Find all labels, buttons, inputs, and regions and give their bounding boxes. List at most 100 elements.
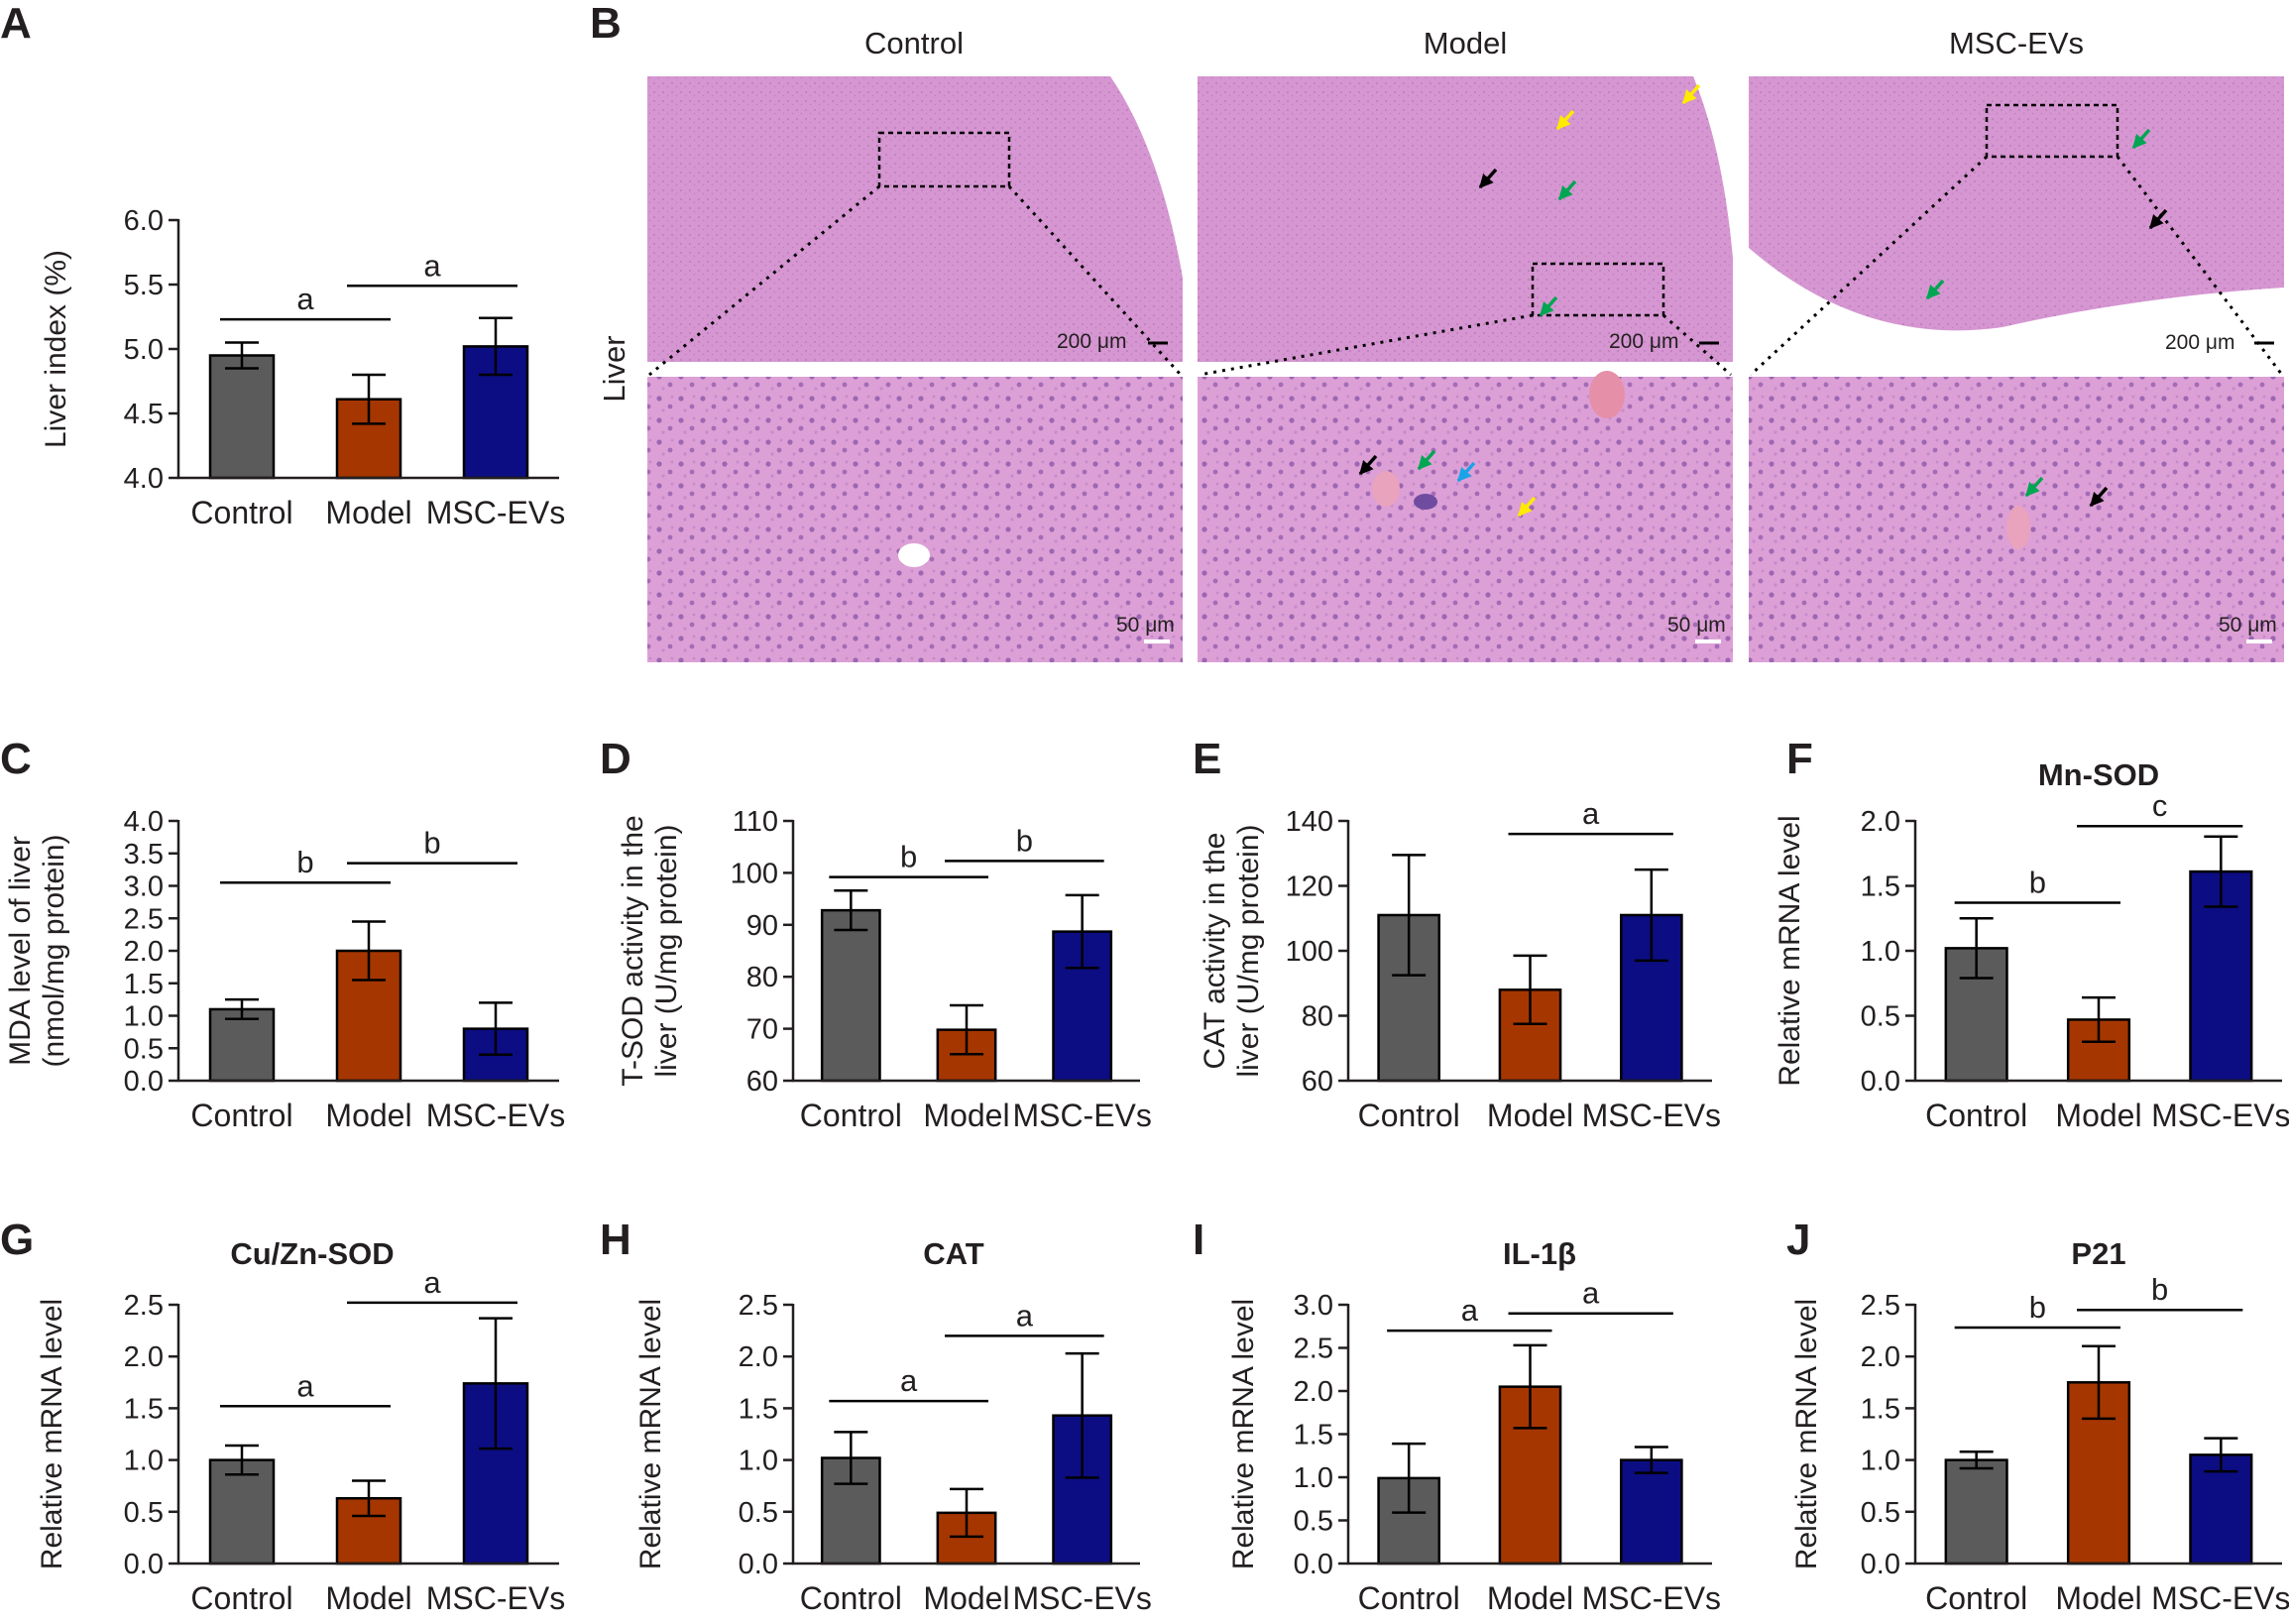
histology-row-label: Liver bbox=[597, 335, 631, 402]
y-tick-label: 1.0 bbox=[124, 1001, 164, 1033]
y-tick-label: 1.5 bbox=[124, 1393, 164, 1425]
chart-title: IL-1β bbox=[1503, 1236, 1576, 1271]
significance-label: a bbox=[1582, 1276, 1600, 1311]
y-tick-label: 0.5 bbox=[1861, 1001, 1900, 1033]
y-tick-label: 0.0 bbox=[739, 1549, 778, 1580]
panel-letter-i: I bbox=[1193, 1216, 1204, 1264]
chart-panel-i: I IL-1β Control Model MSC-EVs 0.0 0.5 1.0 1.5 2.0… bbox=[1193, 1216, 1721, 1616]
chart-panel-a: A Control Model MSC-EVs 4.0 4.5 5.0 5.5 6.0 Liver… bbox=[0, 0, 565, 530]
significance-label: a bbox=[296, 1368, 314, 1403]
category-label: MSC-EVs bbox=[1012, 1580, 1151, 1616]
significance-label: c bbox=[2152, 788, 2168, 823]
scale-bar-label: 50 μm bbox=[1667, 614, 1726, 637]
y-tick-label: 0.0 bbox=[1861, 1549, 1900, 1580]
bar bbox=[2189, 1453, 2253, 1566]
y-tick-label: 2.0 bbox=[1861, 806, 1900, 838]
category-label: Control bbox=[190, 1580, 292, 1616]
y-tick-label: 100 bbox=[1286, 936, 1333, 968]
significance-label: a bbox=[423, 1265, 441, 1300]
y-axis-label: liver (U/mg protein) bbox=[1232, 824, 1265, 1077]
bar bbox=[820, 908, 881, 1083]
histology-model-low-mag: 200 μm bbox=[1198, 76, 1733, 362]
y-tick-label: 4.5 bbox=[124, 399, 164, 430]
y-tick-label: 0.0 bbox=[1861, 1066, 1900, 1098]
y-tick-label: 2.5 bbox=[124, 903, 164, 935]
zoom-connectors bbox=[648, 155, 2284, 377]
histology-msc-evs-high-mag: 50 μm bbox=[1749, 377, 2284, 662]
y-tick-label: 2.0 bbox=[1861, 1341, 1900, 1373]
histology-control-high-mag: 50 μm bbox=[647, 377, 1183, 662]
category-label: Control bbox=[1358, 1098, 1460, 1133]
y-tick-label: 5.5 bbox=[124, 270, 164, 301]
y-tick-label: 6.0 bbox=[124, 205, 164, 237]
chart-panel-g: G Cu/Zn-SOD Control Model MSC-EVs 0.0 0.5 1.0 1.… bbox=[0, 1216, 565, 1616]
significance-label: b bbox=[2029, 1290, 2046, 1325]
histology-column-control: Control bbox=[864, 26, 964, 60]
significance-label: b bbox=[1016, 823, 1033, 858]
panel-letter-d: D bbox=[600, 735, 631, 783]
y-tick-label: 3.0 bbox=[124, 871, 164, 903]
significance-label: a bbox=[1582, 796, 1600, 831]
panel-letter-h: H bbox=[600, 1216, 631, 1264]
significance-label: b bbox=[2151, 1272, 2168, 1307]
category-label: Model bbox=[923, 1580, 1009, 1616]
y-tick-label: 140 bbox=[1286, 806, 1333, 838]
y-axis-label: CAT activity in the bbox=[1199, 833, 1231, 1070]
scale-bar-label: 50 μm bbox=[1116, 614, 1175, 637]
category-label: Model bbox=[325, 495, 411, 530]
significance-label: b bbox=[900, 840, 917, 874]
y-tick-label: 100 bbox=[731, 858, 778, 889]
panel-letter-g: G bbox=[0, 1216, 34, 1264]
category-label: MSC-EVs bbox=[1582, 1580, 1721, 1616]
histology-msc-evs-low-mag: 200 μm bbox=[1749, 76, 2284, 362]
y-tick-label: 2.0 bbox=[1294, 1376, 1333, 1408]
y-tick-label: 2.0 bbox=[739, 1341, 778, 1373]
category-label: MSC-EVs bbox=[1012, 1098, 1151, 1133]
category-label: MSC-EVs bbox=[2151, 1580, 2289, 1616]
chart-title: Mn-SOD bbox=[2038, 757, 2159, 792]
scale-bar-label: 200 μm bbox=[1609, 330, 1678, 353]
y-tick-label: 1.5 bbox=[1861, 871, 1900, 903]
category-label: Control bbox=[800, 1580, 902, 1616]
category-label: Model bbox=[2055, 1580, 2141, 1616]
y-tick-label: 2.5 bbox=[1861, 1290, 1900, 1322]
panel-letter-a: A bbox=[0, 0, 32, 48]
category-label: Control bbox=[190, 495, 292, 530]
scale-bar-label: 200 μm bbox=[2165, 331, 2234, 354]
category-label: Control bbox=[190, 1098, 292, 1133]
histology-control-low-mag: 200 μm bbox=[647, 76, 1183, 362]
category-label: MSC-EVs bbox=[1582, 1098, 1721, 1133]
y-tick-label: 5.0 bbox=[124, 334, 164, 366]
chart-title: Cu/Zn-SOD bbox=[230, 1236, 394, 1271]
y-tick-label: 0.5 bbox=[124, 1033, 164, 1065]
y-tick-label: 1.5 bbox=[739, 1393, 778, 1425]
category-label: Model bbox=[325, 1098, 411, 1133]
histology-column-model: Model bbox=[1424, 26, 1507, 60]
y-axis-label: MDA level of liver bbox=[4, 836, 37, 1066]
y-tick-label: 1.0 bbox=[1294, 1462, 1333, 1494]
y-axis-label: liver (U/mg protein) bbox=[650, 824, 683, 1077]
y-tick-label: 0.0 bbox=[124, 1549, 164, 1580]
y-tick-label: 1.0 bbox=[124, 1446, 164, 1477]
panel-letter-j: J bbox=[1786, 1216, 1810, 1264]
y-tick-label: 70 bbox=[746, 1014, 778, 1046]
y-axis-label: Relative mRNA level bbox=[36, 1299, 68, 1569]
significance-label: a bbox=[1016, 1298, 1034, 1333]
chart-title: CAT bbox=[923, 1236, 983, 1271]
chart-title: P21 bbox=[2071, 1236, 2125, 1271]
y-axis-label: Liver index (%) bbox=[40, 250, 72, 448]
y-tick-label: 0.0 bbox=[124, 1066, 164, 1098]
bar bbox=[208, 354, 276, 480]
scale-bar-label: 200 μm bbox=[1057, 330, 1126, 353]
significance-label: a bbox=[900, 1363, 918, 1398]
significance-label: a bbox=[296, 282, 314, 316]
y-tick-label: 2.0 bbox=[124, 1341, 164, 1373]
significance-label: b bbox=[296, 845, 313, 879]
histology-panel: B Control Model MSC-EVs Liver 200 μm 200… bbox=[590, 0, 2284, 662]
panel-letter-f: F bbox=[1786, 735, 1813, 783]
y-tick-label: 2.0 bbox=[124, 936, 164, 968]
category-label: MSC-EVs bbox=[426, 1580, 565, 1616]
y-axis-label: (nmol/mg protein) bbox=[38, 834, 70, 1067]
